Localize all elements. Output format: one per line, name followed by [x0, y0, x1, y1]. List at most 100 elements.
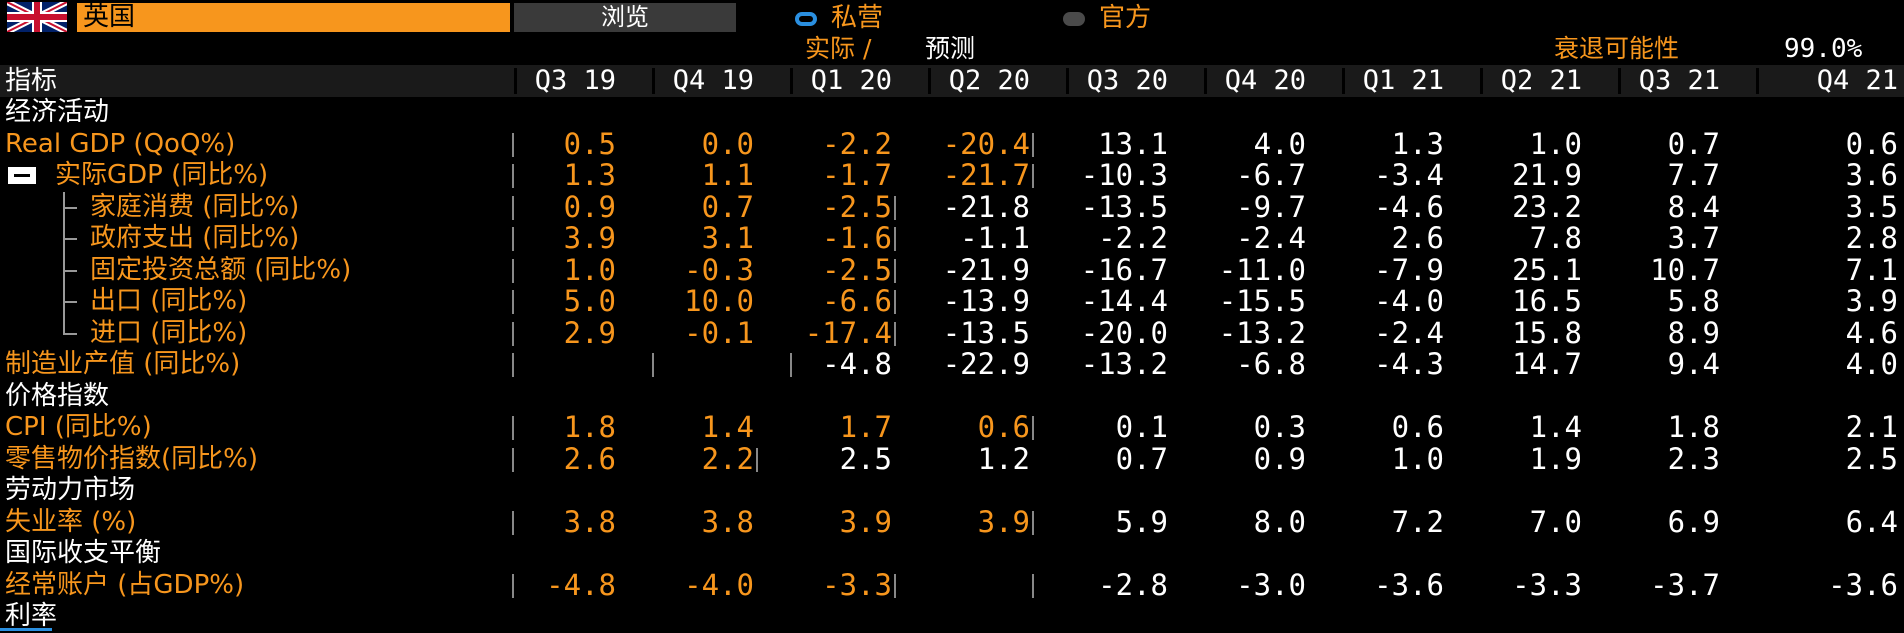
table-cell[interactable]: 7.0 — [1529, 504, 1582, 539]
table-cell[interactable]: -16.7 — [1080, 252, 1168, 287]
column-header[interactable]: Q1 20 — [810, 65, 892, 96]
table-cell[interactable]: -20.0 — [1080, 315, 1168, 350]
table-cell[interactable]: 2.5 — [1845, 441, 1898, 476]
table-cell[interactable]: -4.3 — [1374, 347, 1444, 381]
table-cell[interactable]: -3.0 — [1236, 567, 1306, 602]
radio-private[interactable]: 私营 — [795, 4, 883, 32]
table-cell[interactable]: 5.8 — [1667, 284, 1720, 318]
table-cell[interactable]: -0.3 — [684, 252, 754, 287]
table-cell[interactable]: -22.9 — [942, 347, 1030, 381]
column-header[interactable]: Q4 20 — [1224, 65, 1306, 96]
table-row[interactable]: 实际GDP (同比%) 1.3 1.1 -1.7 -21.7 -10.3 -6.7 -3.4 2… — [0, 158, 1904, 192]
table-cell[interactable]: -7.9 — [1374, 252, 1444, 287]
browse-button[interactable]: 浏览 — [514, 3, 736, 32]
table-cell[interactable]: -11.0 — [1218, 252, 1306, 287]
table-cell[interactable]: -2.2 — [822, 126, 892, 161]
table-cell[interactable]: 1.7 — [839, 410, 892, 444]
table-cell[interactable]: -2.2 — [1098, 221, 1168, 255]
table-cell[interactable]: 10.0 — [684, 284, 754, 318]
table-cell[interactable]: -21.8 — [942, 189, 1030, 224]
column-header[interactable]: Q2 21 — [1500, 65, 1582, 96]
table-cell[interactable]: -3.7 — [1650, 567, 1720, 602]
table-cell[interactable]: 2.1 — [1845, 410, 1898, 444]
table-cell[interactable]: -4.0 — [1374, 284, 1444, 318]
table-cell[interactable]: 0.3 — [1253, 410, 1306, 444]
table-cell[interactable]: 23.2 — [1512, 189, 1582, 224]
table-cell[interactable]: 2.9 — [563, 315, 616, 350]
table-cell[interactable]: -3.3 — [1512, 567, 1582, 602]
table-cell[interactable]: 2.2 — [701, 441, 754, 476]
table-cell[interactable]: 3.7 — [1667, 221, 1720, 255]
collapse-icon[interactable] — [8, 167, 36, 184]
table-cell[interactable]: -13.2 — [1218, 315, 1306, 350]
column-header[interactable]: Q3 20 — [1086, 65, 1168, 96]
column-header[interactable]: Q3 19 — [534, 65, 616, 96]
table-cell[interactable]: 1.0 — [1391, 441, 1444, 476]
table-cell[interactable]: 7.8 — [1529, 221, 1582, 255]
table-row[interactable]: Real GDP (QoQ%) 0.5 0.0 -2.2 -20.4 13.1 4.0 1.3… — [0, 126, 1904, 161]
table-cell[interactable]: 7.2 — [1391, 504, 1444, 539]
table-cell[interactable]: 0.5 — [563, 126, 616, 161]
table-cell[interactable]: 3.9 — [563, 221, 616, 255]
table-cell[interactable] — [506, 349, 616, 381]
table-cell[interactable]: 1.4 — [701, 410, 754, 444]
table-cell[interactable]: 1.1 — [701, 158, 754, 192]
table-cell[interactable]: -21.9 — [942, 252, 1030, 287]
table-cell[interactable]: -6.7 — [1236, 158, 1306, 192]
table-cell[interactable]: 3.8 — [701, 504, 754, 539]
table-cell[interactable]: 0.6 — [977, 410, 1030, 444]
table-cell[interactable]: -4.8 — [546, 567, 616, 602]
table-cell[interactable]: 21.9 — [1512, 158, 1582, 192]
table-cell[interactable]: 1.8 — [1667, 410, 1720, 444]
table-cell[interactable]: 4.0 — [1845, 347, 1898, 381]
table-cell[interactable]: 10.7 — [1650, 252, 1720, 287]
table-cell[interactable]: -21.7 — [942, 158, 1030, 192]
table-cell[interactable]: -14.4 — [1080, 284, 1168, 318]
table-row[interactable]: CPI (同比%) 1.8 1.4 1.7 0.6 0.1 0.3 0.6 1.4 1.8 2.1 — [0, 410, 1904, 444]
table-cell[interactable]: 3.8 — [563, 504, 616, 539]
table-cell[interactable]: -13.5 — [942, 315, 1030, 350]
table-row[interactable]: 劳动力市场 — [0, 475, 1904, 507]
table-cell[interactable]: 3.1 — [701, 221, 754, 255]
table-cell[interactable]: -2.4 — [1236, 221, 1306, 255]
table-cell[interactable]: 1.4 — [1529, 410, 1582, 444]
table-cell[interactable]: -13.5 — [1080, 189, 1168, 224]
radio-official[interactable]: 官方 — [1063, 4, 1151, 32]
table-cell[interactable]: -3.3 — [822, 567, 892, 602]
table-cell[interactable]: 0.0 — [701, 126, 754, 161]
table-cell[interactable]: -13.2 — [1080, 347, 1168, 381]
table-cell[interactable]: 0.7 — [701, 189, 754, 224]
table-cell[interactable]: -4.8 — [822, 347, 892, 381]
table-cell[interactable]: -10.3 — [1080, 158, 1168, 192]
table-cell[interactable]: 1.8 — [563, 410, 616, 444]
table-cell[interactable]: 7.7 — [1667, 158, 1720, 192]
table-row[interactable]: 利率 — [0, 601, 1904, 633]
table-cell[interactable]: 8.4 — [1667, 189, 1720, 224]
column-header[interactable]: Q2 20 — [948, 65, 1030, 96]
table-cell[interactable]: -1.7 — [822, 158, 892, 192]
table-row[interactable]: 经常账户 (占GDP%) -4.8 -4.0 -3.3 -2.8 -3.0 -3.6 -3.3… — [0, 567, 1904, 602]
table-cell[interactable]: 0.1 — [1115, 410, 1168, 444]
table-cell[interactable]: 2.3 — [1667, 441, 1720, 476]
table-cell[interactable]: -15.5 — [1218, 284, 1306, 318]
table-cell[interactable]: 3.9 — [839, 504, 892, 539]
table-cell[interactable]: 1.0 — [563, 252, 616, 287]
table-cell[interactable]: 2.6 — [1391, 221, 1444, 255]
table-cell[interactable]: 7.1 — [1845, 252, 1898, 287]
table-cell[interactable]: 8.9 — [1667, 315, 1720, 350]
table-cell[interactable]: 2.5 — [839, 441, 892, 476]
column-header[interactable]: Q4 21 — [1816, 65, 1898, 96]
table-cell[interactable]: 1.2 — [977, 441, 1030, 476]
table-row[interactable]: 固定投资总额 (同比%) 1.0 -0.3 -2.5 -21.9 -16.7 -11.0 -7… — [0, 252, 1904, 287]
column-header[interactable]: Q4 19 — [672, 65, 754, 96]
table-cell[interactable]: 4.0 — [1253, 126, 1306, 161]
table-cell[interactable]: -3.6 — [1828, 567, 1898, 602]
table-cell[interactable]: 1.0 — [1529, 126, 1582, 161]
table-cell[interactable]: -6.8 — [1236, 347, 1306, 381]
table-row[interactable]: 政府支出 (同比%) 3.9 3.1 -1.6 -1.1 -2.2 -2.4 2.6 7.8 3.… — [0, 221, 1904, 255]
table-cell[interactable]: -1.1 — [960, 221, 1030, 255]
table-cell[interactable]: 3.9 — [1845, 284, 1898, 318]
table-cell[interactable]: 3.5 — [1845, 189, 1898, 224]
table-cell[interactable]: 5.9 — [1115, 504, 1168, 539]
table-row[interactable]: 失业率 (%) 3.8 3.8 3.9 3.9 5.9 8.0 7.2 7.0 6.9 6.4 — [0, 504, 1904, 539]
